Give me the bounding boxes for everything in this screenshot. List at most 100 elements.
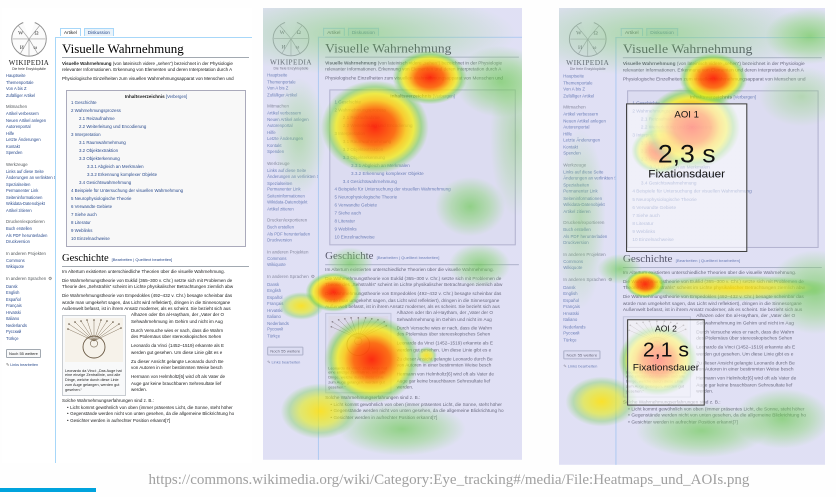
sidebar-link[interactable]: Artikel zitieren: [267, 206, 294, 212]
tab-artikel[interactable]: Artikel: [60, 28, 81, 36]
toc-entry[interactable]: 8 Literatur: [71, 219, 91, 225]
language-link[interactable]: Français: [6, 303, 22, 308]
toc-entry[interactable]: 3.3.2 Erkennung komplexer Objekte: [351, 170, 424, 176]
sidebar-link[interactable]: Änderungen an verlinkten Seiten: [267, 173, 318, 179]
toc-entry[interactable]: 1 Geschichte: [334, 99, 362, 105]
article-thumbnail[interactable]: Leonardo da Vinci: „Das Auge hat eine ei…: [62, 315, 126, 396]
sidebar-link[interactable]: Wikiquote: [563, 265, 583, 271]
sidebar-link[interactable]: Wikidata-Datenobjekt: [6, 201, 45, 206]
sidebar-link[interactable]: Spezialseiten: [6, 181, 31, 187]
toc-entry[interactable]: 5 Neurophysiologische Theorie: [334, 194, 398, 200]
sidebar-link[interactable]: Zufälliger Artikel: [6, 92, 36, 98]
toc-entry[interactable]: 4 Beispiele für Untersuchung der visuell…: [334, 186, 451, 192]
toc-entry[interactable]: 3.3.1 Abgleich an Merkmalen: [87, 163, 144, 169]
toc-entry[interactable]: 3 Interpretation: [334, 131, 366, 136]
toc-entry[interactable]: 5 Neurophysiologische Theorie: [71, 195, 132, 201]
sidebar-link[interactable]: Neuen Artikel anlegen: [6, 117, 47, 123]
sidebar-link[interactable]: Seiteninformationen: [6, 194, 43, 200]
tab-diskussion[interactable]: Diskussion: [645, 28, 679, 37]
language-link[interactable]: Hrvatski: [6, 309, 21, 315]
sidebar-link[interactable]: Commons: [6, 257, 25, 263]
toc-entry[interactable]: 1 Geschichte: [71, 99, 97, 105]
toc-entry[interactable]: 3.1 Raumwahrnehmung: [342, 138, 392, 144]
sidebar-link[interactable]: Als PDF herunterladen: [6, 232, 48, 238]
toc-entry[interactable]: 3.4 Gesichtswahrnehmung: [342, 178, 397, 184]
sidebar-link[interactable]: Druckversion: [563, 239, 589, 245]
toc-entry[interactable]: 7 Siehe auch: [71, 211, 97, 217]
sidebar-link[interactable]: Spenden: [563, 150, 581, 156]
toc-entry[interactable]: 3.3 Objekterkennung: [342, 154, 386, 160]
sidebar-link[interactable]: Hilfe: [6, 130, 15, 136]
tab-artikel[interactable]: Artikel: [620, 28, 643, 37]
toc-entry[interactable]: 2.2 Weiterleitung und Encodierung: [342, 123, 413, 129]
sidebar-link[interactable]: Artikel zitieren: [563, 208, 591, 214]
language-link[interactable]: Dansk: [6, 283, 18, 289]
sidebar-link[interactable]: Letzte Änderungen: [6, 137, 41, 142]
language-link[interactable]: Türkçe: [6, 335, 19, 341]
more-languages-button[interactable]: Noch 55 weitere: [267, 346, 304, 356]
sidebar-link[interactable]: Artikel verbessern: [6, 111, 39, 116]
article-thumbnail[interactable]: Leonardo da Vinci: „Das Auge hat eine ei…: [325, 313, 392, 393]
language-link[interactable]: English: [6, 290, 20, 295]
toc-entry[interactable]: 9 Weblinks: [71, 227, 93, 233]
toc-entry[interactable]: 3.2 Objektextraktion: [79, 147, 119, 153]
more-languages-button[interactable]: Noch 55 weitere: [6, 349, 41, 358]
toc-entry[interactable]: 6 Verwandte Gebiete: [71, 203, 113, 209]
sidebar-link[interactable]: Kontakt: [6, 143, 20, 149]
sidebar-link[interactable]: Spenden: [267, 149, 285, 154]
toc-toggle[interactable]: [Verbergen]: [432, 93, 455, 99]
sidebar-link[interactable]: Von A bis Z: [6, 86, 27, 91]
toc-entry[interactable]: 3 Interpretation: [71, 131, 101, 137]
wikipedia-logo[interactable]: W Ω И ω WIKIPEDIA Die freie Enzyklopädie: [563, 8, 612, 71]
toc-entry[interactable]: 3.3 Objekterkennung: [79, 155, 120, 161]
toc-entry[interactable]: 2.2 Weiterleitung und Encodierung: [79, 123, 147, 129]
sidebar-link[interactable]: Hauptseite: [6, 73, 26, 78]
sidebar-link[interactable]: Wikiquote: [6, 264, 24, 269]
toc-entry[interactable]: 3.4 Gesichtswahrnehmung: [79, 179, 132, 185]
tab-diskussion[interactable]: Diskussion: [347, 27, 380, 36]
section-edit-links[interactable]: [Bearbeiten | Quelltext bearbeiten]: [675, 257, 741, 263]
language-link[interactable]: Русский: [6, 329, 22, 334]
section-edit-links[interactable]: [Bearbeiten | Quelltext bearbeiten]: [111, 256, 173, 262]
toc-entry[interactable]: 2 Wahrnehmungsprozess: [71, 107, 121, 113]
gear-icon[interactable]: ⚙: [310, 273, 315, 279]
sidebar-link[interactable]: Druckversion: [6, 239, 30, 244]
section-edit-links[interactable]: [Bearbeiten | Quelltext bearbeiten]: [376, 255, 440, 261]
sidebar-link[interactable]: Druckversion: [267, 237, 292, 243]
sidebar-link[interactable]: Änderungen an verlinkten Seiten: [563, 175, 615, 181]
sidebar-link[interactable]: Autorenportal: [6, 124, 31, 129]
toc-entry[interactable]: 7 Siehe auch: [334, 210, 362, 216]
sidebar-link[interactable]: Artikel zitieren: [6, 207, 32, 213]
toc-entry[interactable]: 3.3.1 Abgleich an Merkmalen: [351, 162, 410, 168]
toc-entry[interactable]: 4 Beispiele für Untersuchung der visuell…: [71, 187, 184, 193]
toc-toggle[interactable]: [Verbergen]: [165, 93, 188, 99]
sidebar-link[interactable]: Änderungen an verlinkten Seiten: [6, 175, 55, 180]
toc-toggle[interactable]: [Verbergen]: [733, 94, 756, 100]
toc-entry[interactable]: 9 Weblinks: [334, 226, 357, 232]
toc-entry[interactable]: 2.1 Reizaufnahme: [79, 115, 115, 121]
sidebar-link[interactable]: Permanenter Link: [6, 188, 39, 193]
sidebar-link[interactable]: Zufälliger Artikel: [563, 92, 595, 98]
sidebar-link[interactable]: Buch erstellen: [6, 226, 32, 231]
language-link[interactable]: Español: [6, 296, 21, 302]
tab-artikel[interactable]: Artikel: [323, 27, 345, 36]
sidebar-link[interactable]: Themenportale: [6, 79, 34, 85]
sidebar-link[interactable]: Wikiquote: [267, 262, 286, 268]
wikipedia-logo[interactable]: W Ω И ω WIKIPEDIA Die freie Enzyklopädie: [267, 8, 315, 71]
more-languages-button[interactable]: Noch 55 weitere: [563, 350, 601, 360]
language-link[interactable]: Italiano: [6, 316, 20, 321]
wikipedia-logo[interactable]: W Ω И ω WIKIPEDIA Die freie Enzyklopädie: [6, 8, 52, 71]
sidebar-link[interactable]: Spenden: [6, 150, 23, 155]
edit-interlanguage-links[interactable]: ✎Links bearbeiten: [563, 363, 615, 368]
gear-icon[interactable]: ⚙: [48, 275, 53, 281]
toc-entry[interactable]: 2.1 Reizaufnahme: [342, 115, 380, 121]
edit-interlanguage-links[interactable]: ✎Links bearbeiten: [267, 360, 318, 365]
sidebar-link[interactable]: Zufälliger Artikel: [267, 91, 298, 97]
toc-entry[interactable]: 10 Einzelnachweise: [334, 234, 375, 240]
toc-entry[interactable]: 6 Verwandte Gebiete: [334, 202, 377, 208]
language-link[interactable]: Nederlands: [6, 322, 27, 328]
language-link[interactable]: Türkçe: [563, 336, 577, 342]
toc-entry[interactable]: 10 Einzelnachweise: [71, 235, 110, 241]
language-link[interactable]: Türkçe: [267, 333, 281, 339]
sidebar-link[interactable]: Links auf diese Seite: [6, 168, 44, 174]
